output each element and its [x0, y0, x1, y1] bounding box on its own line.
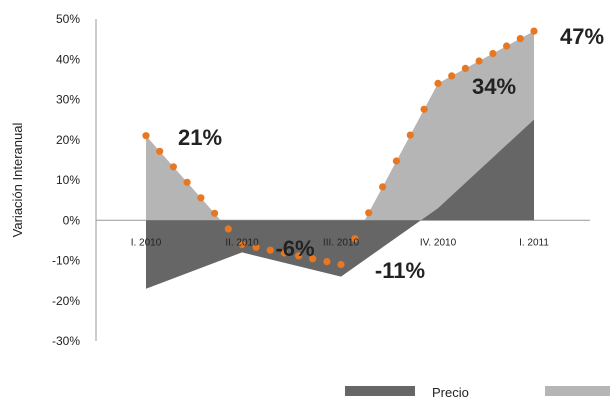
line-dot: [379, 183, 387, 191]
data-label: 21%: [178, 125, 222, 150]
y-tick-label: -30%: [52, 334, 80, 348]
areas: [146, 31, 534, 289]
line-dot: [406, 131, 414, 139]
y-tick-label: 50%: [56, 12, 80, 26]
line-dot: [252, 243, 260, 251]
x-tick-label: III. 2010: [323, 237, 360, 248]
data-label: 34%: [472, 74, 516, 99]
y-tick-label: 10%: [56, 173, 80, 187]
line-dot: [280, 249, 288, 257]
y-axis-label: Variación Interanual: [10, 123, 25, 238]
area-series-2: [146, 31, 534, 265]
data-label: -6%: [275, 236, 314, 261]
dotted-line: [142, 27, 538, 269]
line-dot: [530, 27, 538, 35]
line-dot: [365, 209, 373, 217]
data-label: -11%: [375, 258, 425, 283]
line-dot: [503, 42, 511, 50]
line-dot: [156, 147, 164, 155]
legend-swatch-precio: [345, 386, 415, 396]
data-label: 47%: [560, 24, 604, 49]
line-dot: [211, 209, 219, 217]
x-tick-label: IV. 2010: [420, 237, 457, 248]
y-tick-label: -20%: [52, 294, 80, 308]
line-dot: [516, 35, 524, 43]
y-tick-label: 20%: [56, 133, 80, 147]
line-dot: [420, 105, 428, 113]
line-dot: [266, 246, 274, 254]
y-tick-label: 30%: [56, 93, 80, 107]
line-dot: [461, 64, 469, 72]
x-ticks: I. 2010 II. 2010 III. 2010 IV. 2010 I. 2011: [131, 237, 550, 248]
line-dot: [295, 252, 303, 260]
y-tick-label: -10%: [52, 254, 80, 268]
x-tick-label: I. 2011: [519, 237, 549, 248]
data-labels: 21% -6% -11% 34% 47%: [178, 24, 604, 283]
line-dot: [475, 57, 483, 65]
legend-swatch-series-2: [545, 386, 610, 396]
legend-label-precio: Precio: [432, 385, 469, 400]
legend: Precio: [345, 385, 610, 400]
line-dot: [434, 79, 442, 87]
line-dot: [448, 72, 456, 80]
line-dot: [197, 194, 205, 202]
line-dot: [309, 255, 317, 263]
line-dot: [183, 178, 191, 186]
line-dot: [351, 235, 359, 243]
line-dot: [169, 163, 177, 171]
line-dot: [489, 49, 497, 58]
line-dot: [224, 225, 232, 233]
line-dot: [337, 260, 345, 269]
line-dot: [392, 157, 400, 165]
x-tick-label: II. 2010: [225, 237, 259, 248]
x-tick-label: I. 2010: [131, 237, 162, 248]
line-dot: [238, 240, 246, 248]
line-dot: [323, 258, 331, 266]
y-tick-label: 40%: [56, 52, 80, 66]
y-tick-label: 0%: [63, 213, 81, 227]
line-dot: [142, 132, 150, 140]
y-ticks: 50% 40% 30% 20% 10% 0% -10% -20% -30%: [52, 12, 80, 348]
